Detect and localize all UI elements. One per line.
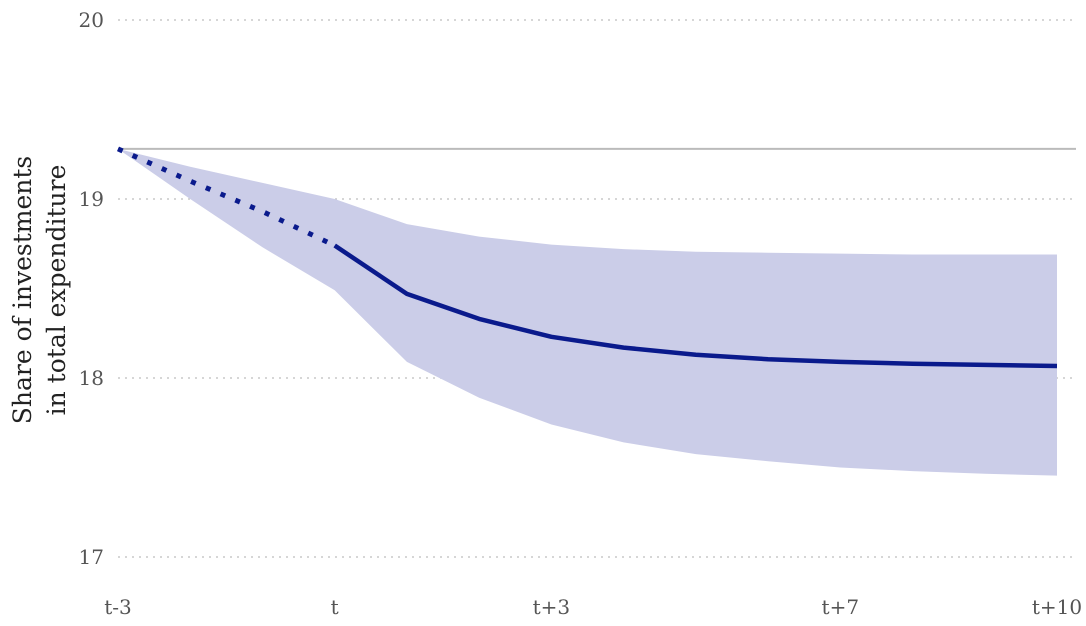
y-axis-tick-labels: 17 18 19 20 (79, 8, 104, 569)
y-tick-label: 18 (79, 366, 104, 390)
x-tick-label: t+3 (533, 595, 571, 619)
y-axis-label-line: Share of investments (8, 156, 37, 424)
y-axis-label-group: Share of investments in total expenditure (8, 156, 71, 424)
y-tick-label: 17 (79, 545, 104, 569)
series-line-solid (333, 243, 1058, 369)
y-tick-label: 19 (79, 187, 104, 211)
x-tick-label: t-3 (104, 595, 132, 619)
y-tick-label: 20 (79, 8, 104, 32)
series-layer (116, 146, 1058, 369)
x-tick-label: t+7 (822, 595, 860, 619)
confidence-band-layer (118, 148, 1057, 476)
confidence-band (118, 148, 1057, 476)
x-axis-tick-labels: t-3 t t+3 t+7 t+10 (104, 595, 1082, 619)
x-tick-label: t+10 (1032, 595, 1082, 619)
y-axis-label: Share of investments in total expenditure (8, 156, 71, 424)
x-tick-label: t (331, 595, 339, 619)
y-axis-label-line: in total expenditure (42, 165, 71, 416)
